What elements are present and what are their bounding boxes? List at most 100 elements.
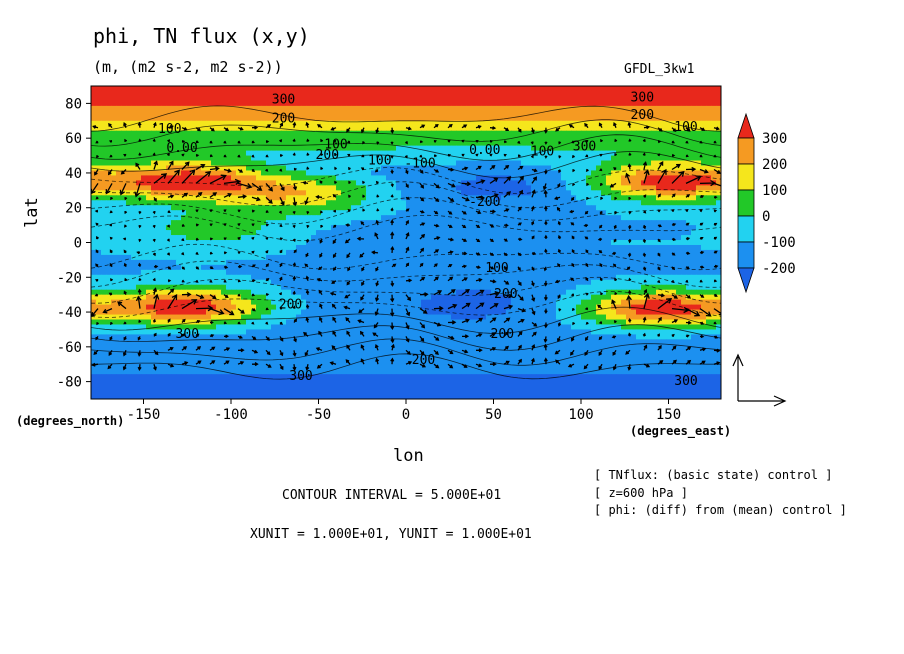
field-cell — [691, 130, 697, 137]
field-cell — [236, 105, 242, 112]
field-cell — [671, 95, 677, 102]
field-cell — [361, 120, 367, 127]
field-cell — [311, 150, 317, 157]
field-cell — [306, 205, 312, 211]
field-cell — [201, 165, 207, 172]
field-cell — [251, 140, 257, 147]
field-cell — [391, 200, 397, 206]
field-cell — [126, 170, 132, 177]
field-cell — [101, 215, 107, 221]
field-cell — [221, 235, 227, 241]
field-cell — [331, 225, 337, 231]
field-cell — [671, 215, 677, 221]
field-cell — [476, 200, 482, 206]
field-cell — [331, 220, 337, 226]
field-cell — [651, 165, 657, 172]
field-cell — [351, 235, 357, 241]
field-cell — [501, 259, 507, 266]
field-cell — [311, 110, 317, 117]
field-cell — [321, 90, 327, 97]
field-cell — [286, 160, 292, 167]
field-cell — [501, 244, 507, 251]
field-cell — [186, 235, 192, 241]
field-cell — [686, 86, 692, 92]
field-cell — [516, 244, 522, 251]
field-cell — [191, 155, 197, 162]
field-cell — [711, 90, 717, 97]
field-cell — [131, 259, 137, 266]
field-cell — [96, 185, 102, 191]
field-cell — [371, 210, 377, 216]
field-cell — [206, 95, 212, 102]
field-cell — [201, 155, 207, 162]
field-cell — [231, 120, 237, 127]
field-cell — [666, 120, 672, 127]
field-cell — [306, 264, 312, 271]
field-cell — [231, 205, 237, 211]
field-cell — [641, 90, 647, 97]
field-cell — [226, 195, 232, 201]
field-cell — [301, 230, 307, 236]
field-cell — [126, 150, 132, 157]
field-cell — [141, 254, 147, 261]
field-cell — [406, 86, 412, 92]
field-cell — [146, 115, 152, 122]
field-cell — [441, 95, 447, 102]
field-cell — [361, 170, 367, 177]
field-cell — [201, 115, 207, 122]
field-cell — [576, 215, 582, 221]
field-cell — [556, 215, 562, 221]
field-cell — [466, 160, 472, 167]
field-cell — [601, 135, 607, 142]
field-cell — [476, 100, 482, 107]
field-cell — [491, 135, 497, 142]
field-cell — [116, 254, 122, 261]
field-cell — [141, 244, 147, 251]
field-cell — [226, 86, 232, 92]
field-cell — [181, 230, 187, 236]
field-cell — [586, 185, 592, 191]
field-cell — [551, 240, 557, 246]
field-cell — [206, 244, 212, 251]
field-cell — [116, 110, 122, 117]
field-cell — [681, 269, 687, 276]
field-cell — [276, 165, 282, 172]
field-cell — [536, 110, 542, 117]
field-cell — [146, 200, 152, 206]
field-cell — [346, 155, 352, 162]
note-line-3: [ phi: (diff) from (mean) control ] — [594, 503, 847, 517]
field-cell — [546, 230, 552, 236]
field-cell — [616, 240, 622, 246]
field-cell — [661, 105, 667, 112]
field-cell — [181, 130, 187, 137]
field-cell — [501, 240, 507, 246]
field-cell — [586, 200, 592, 206]
field-cell — [336, 145, 342, 152]
field-cell — [691, 249, 697, 256]
field-cell — [151, 170, 157, 177]
field-cell — [486, 254, 492, 261]
field-cell — [616, 165, 622, 172]
field-cell — [336, 235, 342, 241]
field-cell — [481, 90, 487, 97]
field-cell — [711, 249, 717, 256]
field-cell — [466, 100, 472, 107]
field-cell — [371, 125, 377, 132]
field-cell — [411, 279, 417, 286]
field-cell — [356, 135, 362, 142]
field-cell — [111, 180, 117, 186]
field-cell — [436, 100, 442, 107]
field-cell — [316, 259, 322, 266]
field-cell — [446, 105, 452, 112]
field-cell — [366, 274, 372, 281]
field-cell — [461, 175, 467, 181]
field-cell — [256, 105, 262, 112]
field-cell — [491, 264, 497, 271]
field-cell — [581, 215, 587, 221]
field-cell — [216, 195, 222, 201]
field-cell — [146, 155, 152, 162]
field-cell — [456, 135, 462, 142]
field-cell — [606, 249, 612, 256]
field-cell — [271, 180, 277, 186]
field-cell — [296, 195, 302, 201]
